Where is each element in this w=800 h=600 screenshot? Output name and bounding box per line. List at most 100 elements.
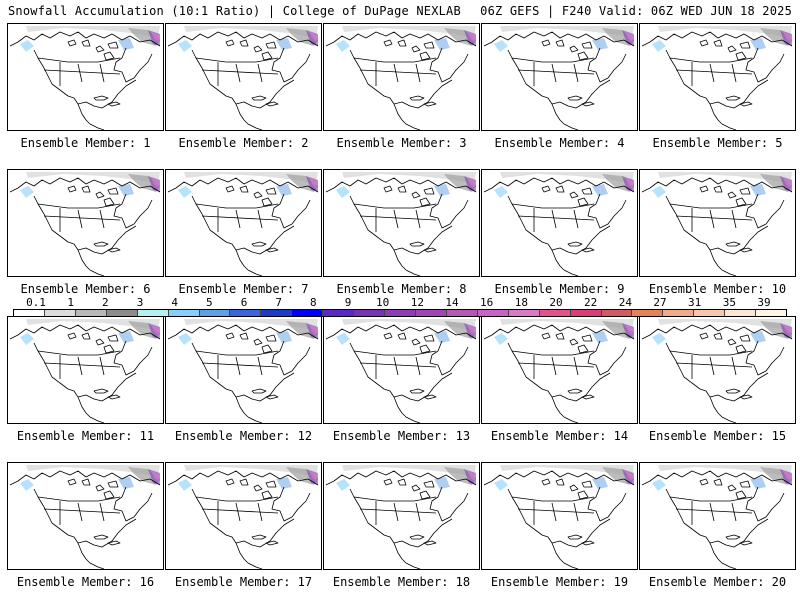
coastlines <box>641 470 793 569</box>
snow-overlay <box>20 465 160 491</box>
member-label: Ensemble Member: 15 <box>648 429 787 443</box>
north-america-map <box>9 465 161 569</box>
member-label: Ensemble Member: 16 <box>16 575 155 589</box>
snow-overlay <box>494 172 634 198</box>
snow-overlay <box>20 26 160 52</box>
legend-swatch <box>632 310 664 316</box>
legend-swatch <box>446 310 478 316</box>
snowfall-map <box>165 23 322 131</box>
legend-tick-label: 39 <box>757 296 771 309</box>
coastlines <box>9 470 161 569</box>
north-america-map <box>167 172 319 276</box>
legend-swatch <box>694 310 726 316</box>
north-america-map <box>325 465 477 569</box>
legend-colorbar <box>13 309 787 317</box>
snow-overlay <box>652 319 792 345</box>
legend-tick-label: 9 <box>344 296 352 309</box>
legend-swatch <box>292 310 324 316</box>
snowfall-map <box>481 462 638 570</box>
coastlines <box>9 177 161 276</box>
legend-tick-label: 14 <box>445 296 459 309</box>
member-label: Ensemble Member: 3 <box>336 136 467 150</box>
coastlines <box>167 177 319 276</box>
snow-overlay <box>494 319 634 345</box>
legend-swatch <box>199 310 231 316</box>
member-label: Ensemble Member: 6 <box>20 282 151 296</box>
legend-swatch <box>14 310 45 316</box>
coastlines <box>483 324 635 423</box>
coastlines <box>325 31 477 130</box>
snowfall-map <box>323 169 480 277</box>
legend-tick-label: 20 <box>549 296 563 309</box>
member-label: Ensemble Member: 8 <box>336 282 467 296</box>
legend-swatch <box>354 310 386 316</box>
coastlines <box>641 324 793 423</box>
snowfall-map <box>165 462 322 570</box>
north-america-map <box>483 465 635 569</box>
coastlines <box>167 324 319 423</box>
legend-swatch <box>261 310 293 316</box>
coastlines <box>641 177 793 276</box>
north-america-map <box>483 26 635 130</box>
north-america-map <box>325 26 477 130</box>
legend-swatch <box>385 310 416 316</box>
snowfall-legend: 0.1 1 2 3 4 5 6 7 8 9 10 12 14 16 18 20 22 24 27 31 35 39 <box>13 296 787 318</box>
map-title: Snowfall Accumulation (10:1 Ratio) | Col… <box>8 4 461 18</box>
coastlines <box>167 31 319 130</box>
snow-overlay <box>20 319 160 345</box>
snow-overlay <box>336 465 476 491</box>
north-america-map <box>325 172 477 276</box>
coastlines <box>641 31 793 130</box>
legend-swatch <box>230 310 262 316</box>
north-america-map <box>641 465 793 569</box>
snowfall-map <box>481 316 638 424</box>
coastlines <box>325 470 477 569</box>
north-america-map <box>483 319 635 423</box>
legend-tick-label: 18 <box>514 296 528 309</box>
member-label: Ensemble Member: 5 <box>652 136 783 150</box>
legend-tick-label: 6 <box>240 296 248 309</box>
member-label: Ensemble Member: 2 <box>178 136 309 150</box>
coastlines <box>483 31 635 130</box>
snowfall-map <box>323 23 480 131</box>
snow-overlay <box>336 172 476 198</box>
member-label: Ensemble Member: 12 <box>174 429 313 443</box>
snowfall-map <box>323 316 480 424</box>
member-label: Ensemble Member: 20 <box>648 575 787 589</box>
snowfall-map <box>639 316 796 424</box>
legend-tick-label: 3 <box>136 296 144 309</box>
legend-tick-label: 0.1 <box>26 296 46 309</box>
legend-swatch <box>323 310 355 316</box>
coastlines <box>9 324 161 423</box>
snow-overlay <box>20 172 160 198</box>
legend-tick-label: 8 <box>310 296 317 309</box>
snow-overlay <box>336 319 476 345</box>
snowfall-map <box>7 23 164 131</box>
member-label: Ensemble Member: 7 <box>178 282 309 296</box>
snowfall-map <box>639 462 796 570</box>
legend-tick-label: 1 <box>67 296 74 309</box>
snow-overlay <box>494 26 634 52</box>
coastlines <box>325 324 477 423</box>
legend-tick-label: 24 <box>618 296 632 309</box>
north-america-map <box>641 26 793 130</box>
coastlines <box>167 470 319 569</box>
legend-tick-label: 2 <box>102 296 109 309</box>
snow-overlay <box>178 319 318 345</box>
legend-swatch <box>75 310 107 316</box>
legend-swatch <box>539 310 571 316</box>
snow-overlay <box>652 465 792 491</box>
legend-swatch <box>137 310 169 316</box>
legend-tick-label: 7 <box>275 296 282 309</box>
snow-overlay <box>178 465 318 491</box>
run-valid-time: 06Z GEFS | F240 Valid: 06Z WED JUN 18 20… <box>480 4 792 18</box>
coastlines <box>483 470 635 569</box>
legend-tick-label: 5 <box>206 296 213 309</box>
north-america-map <box>167 465 319 569</box>
north-america-map <box>483 172 635 276</box>
snowfall-map <box>481 169 638 277</box>
legend-swatch <box>44 310 76 316</box>
north-america-map <box>9 172 161 276</box>
snow-overlay <box>652 26 792 52</box>
snow-overlay <box>652 172 792 198</box>
